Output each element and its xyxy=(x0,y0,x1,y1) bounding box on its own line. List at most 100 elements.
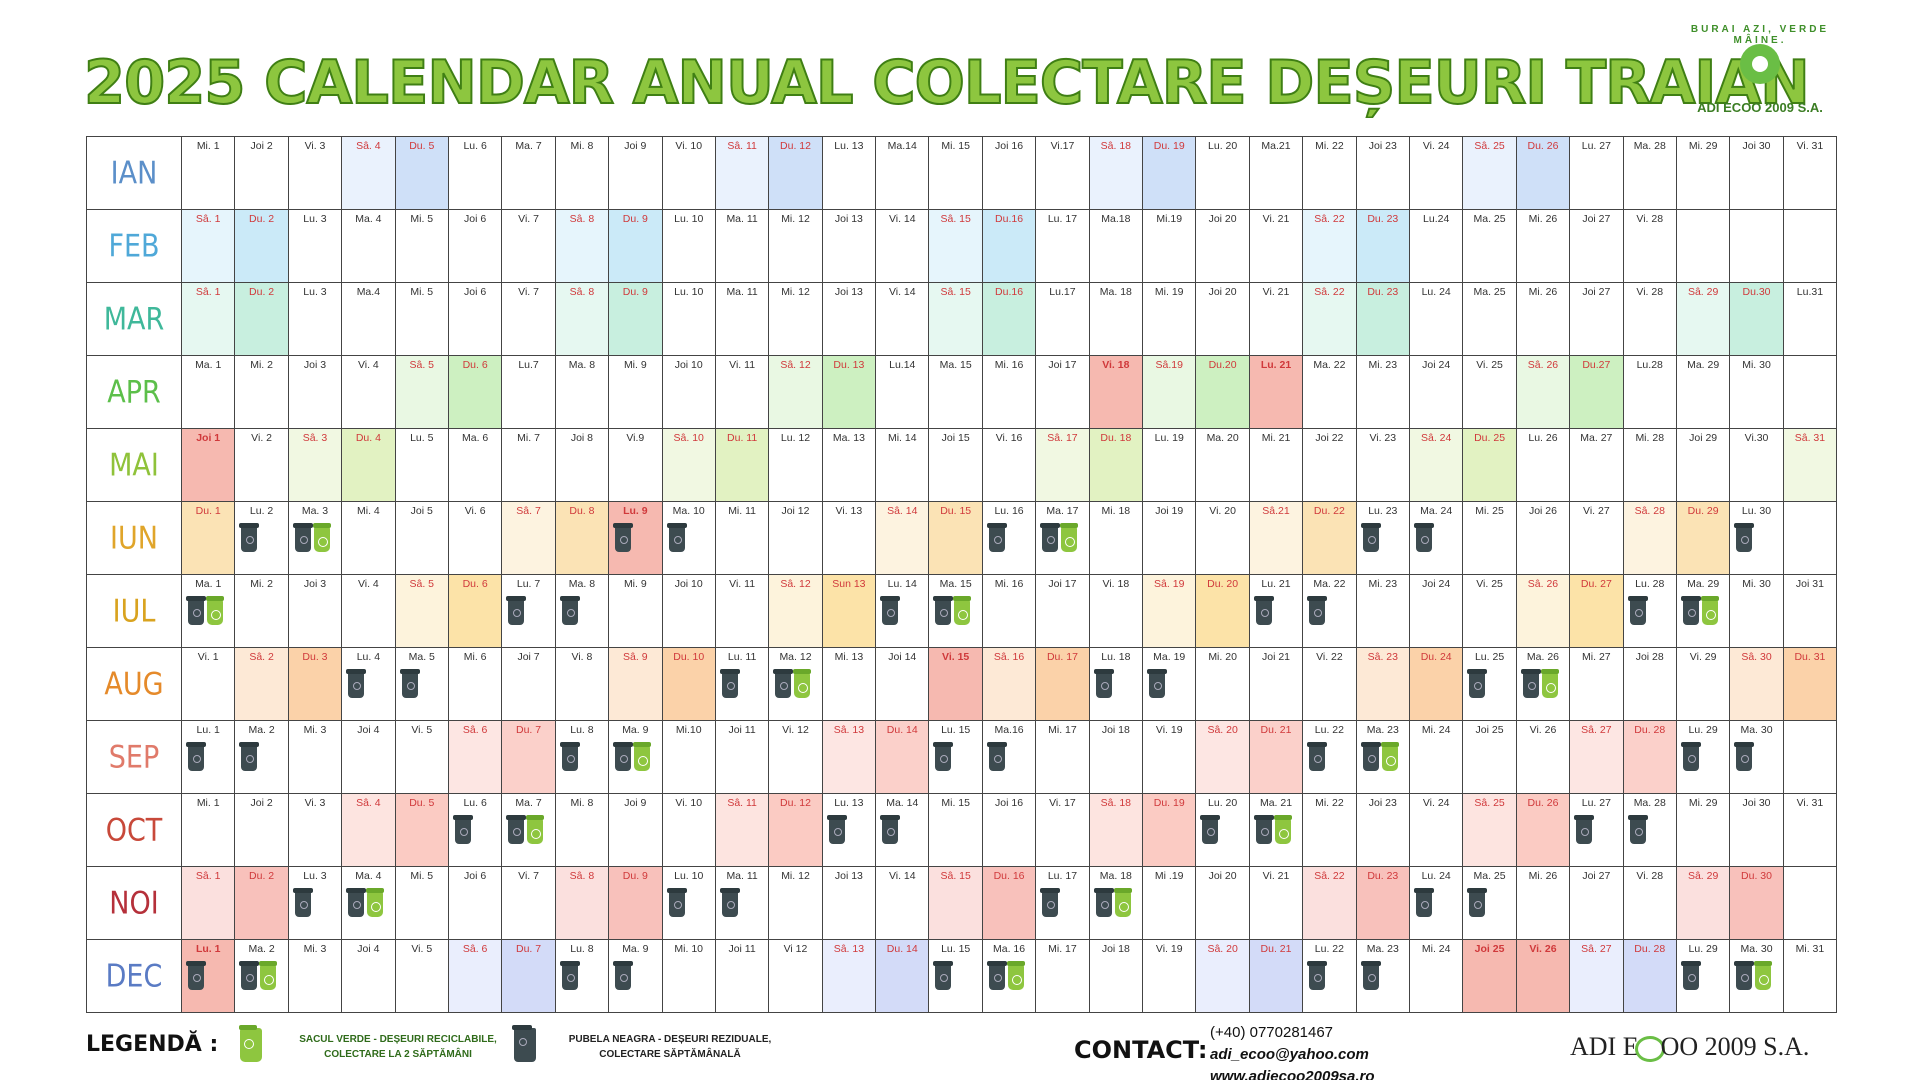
day-label: Ma. 27 xyxy=(1580,432,1613,444)
day-cell: Lu. 2 xyxy=(234,501,289,575)
day-label: Joi 21 xyxy=(1261,651,1291,663)
day-cell: Lu.24 xyxy=(1408,209,1464,283)
day-cell: Vi. 4 xyxy=(341,574,396,648)
day-cell: Sâ. 25 xyxy=(1462,136,1517,210)
day-cell: Joi 11 xyxy=(714,720,770,794)
day-cell: Lu. 23 xyxy=(1355,501,1410,575)
day-cell: Mi. 26 xyxy=(1515,282,1571,356)
day-label: Ma. 29 xyxy=(1687,578,1720,590)
day-label: Mi. 20 xyxy=(1208,651,1237,663)
day-cell: Joi 20 xyxy=(1195,282,1250,356)
day-cell: Joi 11 xyxy=(714,939,770,1013)
day-label: Joi 13 xyxy=(834,870,863,882)
day-label: Du. 20 xyxy=(1207,578,1239,590)
day-label: Lu. 13 xyxy=(834,797,864,809)
day-label: Sâ. 22 xyxy=(1314,870,1345,882)
black-bin-icon xyxy=(559,961,580,990)
day-label: Joi 27 xyxy=(1582,213,1611,225)
day-cell: Vi. 3 xyxy=(287,793,343,867)
day-cell: Ma. 23 xyxy=(1355,939,1410,1013)
legend-bin-line-1: PUBELA NEAGRA - DEȘEURI REZIDUALE, xyxy=(568,1034,772,1045)
collection-icons xyxy=(1680,742,1701,775)
day-label: Du. 31 xyxy=(1794,651,1826,663)
day-label: Mi. 8 xyxy=(570,140,594,152)
black-bin-icon xyxy=(933,961,954,990)
day-label: Ma. 1 xyxy=(195,578,222,590)
day-label: Sâ. 1 xyxy=(195,213,221,225)
day-cell: Lu. 3 xyxy=(287,209,343,283)
day-label: Lu. 17 xyxy=(1047,870,1078,882)
day-cell: Ma. 18 xyxy=(1088,866,1144,940)
day-label: Sâ. 22 xyxy=(1314,213,1345,225)
day-cell: Sâ. 29 xyxy=(1675,282,1731,356)
day-label: Mi. 12 xyxy=(781,286,810,298)
day-cell: Vi. 24 xyxy=(1408,136,1464,210)
day-cell: Joi 16 xyxy=(981,793,1037,867)
day-cell: Ma. 12 xyxy=(768,647,823,721)
month-row: APR Ma. 1 Mi. 2 Joi 3 Vi. 4 Sâ. 5 Du. 6 Lu.7 Ma.… xyxy=(86,349,1838,435)
day-label: Ma. 4 xyxy=(355,213,382,225)
collection-icons xyxy=(1734,961,1773,994)
day-label: Du. 30 xyxy=(1741,870,1772,882)
day-label: Du. 9 xyxy=(622,870,648,882)
day-label: Du. 23 xyxy=(1367,870,1399,882)
collection-icons xyxy=(292,888,313,921)
black-bin-icon xyxy=(1147,669,1168,698)
day-cell: Sâ.19 xyxy=(1142,355,1197,429)
day-cell: Sâ. 5 xyxy=(394,355,449,429)
black-bin-icon xyxy=(986,961,1007,990)
day-label: Lu. 25 xyxy=(1474,651,1505,663)
collection-icons xyxy=(1307,596,1328,629)
day-label: Vi. 7 xyxy=(518,286,539,298)
collection-icons xyxy=(1307,961,1328,994)
day-label: Lu.17 xyxy=(1049,286,1076,298)
footer: LEGENDĂ : SACUL VERDE - DEȘEURI RECICLAB… xyxy=(0,1020,1920,1080)
black-bin-icon xyxy=(666,888,687,917)
contact-email[interactable]: adi_ecoo@yahoo.com xyxy=(1210,1046,1369,1063)
day-label: Joi 3 xyxy=(303,359,327,371)
day-cell: Lu. 27 xyxy=(1569,136,1624,210)
day-cell: Vi. 5 xyxy=(394,939,449,1013)
day-label: Vi. 28 xyxy=(1636,213,1664,225)
black-bin-icon xyxy=(1413,888,1434,917)
day-label: Joi 31 xyxy=(1795,578,1824,590)
day-label: Mi. 5 xyxy=(410,213,434,225)
day-cell: Ma. 6 xyxy=(447,428,503,502)
day-cell xyxy=(1782,209,1838,283)
day-cell: Mi. 20 xyxy=(1195,647,1250,721)
day-cell: Vi. 29 xyxy=(1675,647,1731,721)
day-label: Du. 16 xyxy=(993,870,1025,882)
day-cell: Mi. 24 xyxy=(1408,720,1464,794)
day-cell: Vi. 11 xyxy=(714,355,770,429)
contact-website[interactable]: www.adiecoo2009sa.ro xyxy=(1210,1068,1375,1080)
black-bin-icon xyxy=(986,742,1007,771)
legend-bag-text: SACUL VERDE - DEȘEURI RECICLABILE, COLEC… xyxy=(288,1032,508,1062)
day-label: Vi. 31 xyxy=(1796,797,1824,809)
day-cell: Ma. 11 xyxy=(714,282,770,356)
day-cell: Lu. 9 xyxy=(608,501,663,575)
day-label: Sâ. 12 xyxy=(780,359,811,371)
day-cell: Sâ. 1 xyxy=(180,282,236,356)
black-bin-icon xyxy=(1680,961,1701,990)
day-cell: Joi 6 xyxy=(447,282,503,356)
day-cell: Du. 17 xyxy=(1035,647,1090,721)
day-cell: Du. 27 xyxy=(1569,574,1624,648)
collection-icons xyxy=(1734,523,1755,556)
day-label: Sâ.21 xyxy=(1262,505,1290,517)
day-cell: Sâ. 3 xyxy=(287,428,343,502)
day-label: Sâ. 28 xyxy=(1634,505,1665,517)
day-cell: Du. 9 xyxy=(608,282,663,356)
black-bin-icon xyxy=(239,961,260,990)
day-cell: Ma. 7 xyxy=(501,793,556,867)
day-cell: Lu.14 xyxy=(875,355,930,429)
day-label: Sâ. 17 xyxy=(1047,432,1078,444)
day-label: Mi. 15 xyxy=(941,140,970,152)
day-label: Joi 10 xyxy=(674,578,703,590)
day-label: Mi. 18 xyxy=(1101,505,1131,517)
collection-icons xyxy=(719,888,740,921)
day-label: Vi. 25 xyxy=(1476,578,1503,590)
black-bin-icon xyxy=(773,669,794,698)
day-cell: Lu. 17 xyxy=(1035,209,1090,283)
black-bin-icon xyxy=(559,742,580,771)
day-cell: Du. 7 xyxy=(501,720,556,794)
